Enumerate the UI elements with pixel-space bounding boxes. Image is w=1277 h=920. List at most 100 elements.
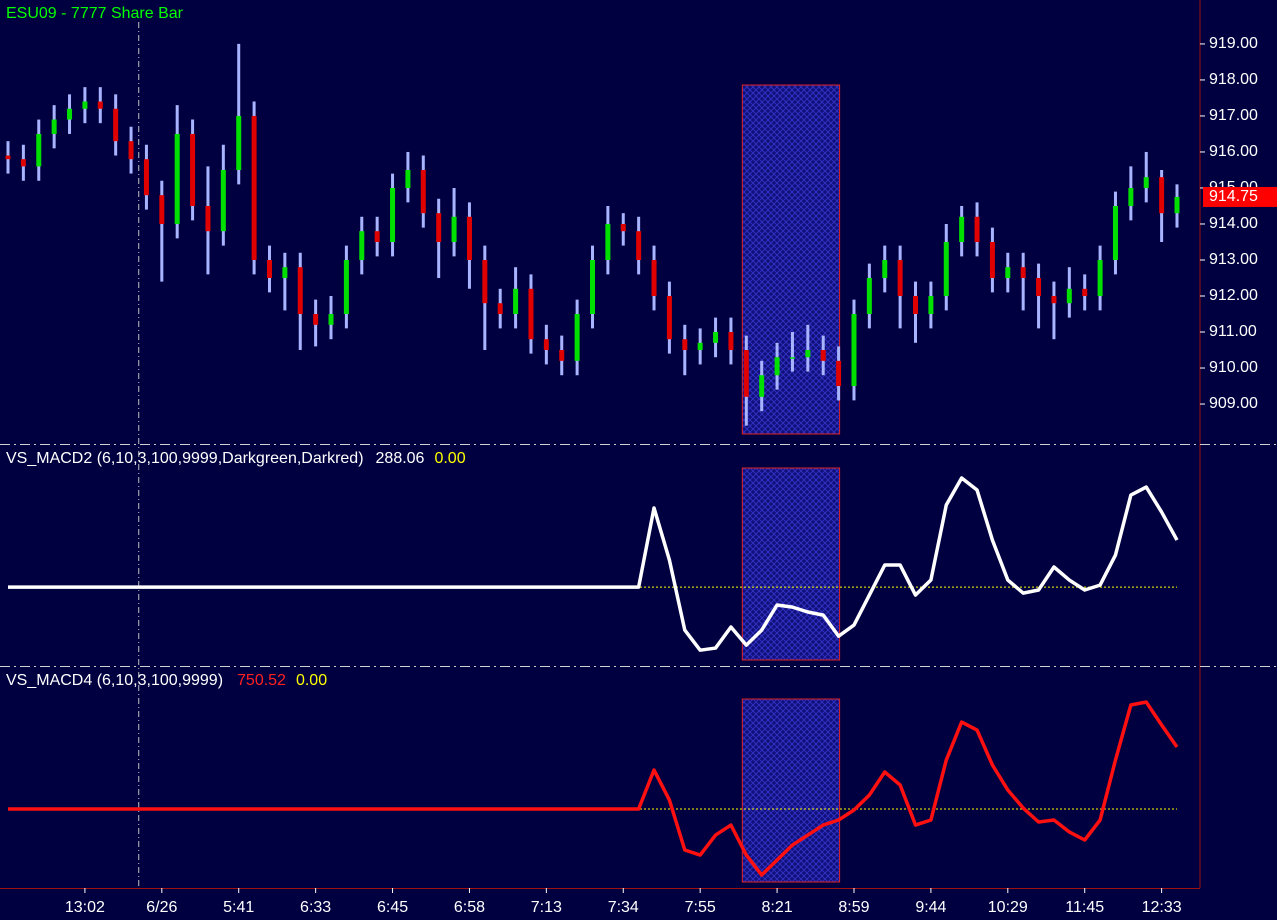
panel-title: VS_MACD4 (6,10,3,100,9999) [6,672,223,689]
panel-title: VS_MACD2 (6,10,3,100,9999,Darkgreen,Dark… [6,450,364,467]
y-tick-label: 916.00 [1209,143,1258,160]
candle-body [1082,288,1088,296]
candle-body [97,101,103,109]
x-tick-label: 8:59 [838,899,869,916]
candle-body [282,267,288,278]
candle-body [497,303,503,315]
candle-body [1159,177,1165,214]
candle-body [928,296,934,315]
x-tick-label: 12:33 [1142,899,1182,916]
candle-body [1005,267,1011,278]
y-tick-label: 918.00 [1209,71,1258,88]
candle-body [636,231,642,260]
candle-body [236,115,242,170]
x-tick-label: 7:55 [685,899,716,916]
y-tick-label: 914.00 [1209,215,1258,232]
candle-body [1051,296,1057,304]
candle-body [774,357,780,376]
x-tick-label: 7:13 [531,899,562,916]
candle-body [1174,196,1180,214]
candle-body [820,350,826,361]
candle-body [20,159,26,167]
candle-body [205,205,211,232]
candle-body [651,259,657,296]
candle-body [590,259,595,315]
candle-body [989,241,995,278]
candle-body [482,259,488,304]
x-tick-label: 11:45 [1065,899,1104,916]
candle-body [743,350,749,397]
x-tick-label: 7:34 [608,899,639,916]
candle-body [36,133,42,167]
candle-body [466,216,472,260]
candle-body [943,241,949,296]
candle-body [436,213,442,242]
candle-body [959,216,965,242]
candle-body [1066,288,1072,304]
candle-body [313,314,319,325]
candle-body [913,296,919,315]
candle-body [1143,177,1149,188]
candle-body [190,133,196,206]
candle-body [897,259,903,296]
highlight-box [741,84,841,435]
candle-body [143,159,149,196]
x-tick-label: 6:58 [454,899,485,916]
highlight-box [741,467,841,661]
x-tick-label: 13:02 [65,899,105,916]
x-tick-label: 10:29 [988,899,1028,916]
candle-body [266,259,272,278]
candle-body [297,267,303,315]
candle-body [805,350,811,358]
readout: 750.52 [237,672,286,689]
candle-body [728,332,734,351]
candle-body [159,195,165,224]
highlight-box [741,698,841,883]
x-tick-label: 9:44 [915,899,946,916]
candle-body [666,296,672,340]
indicator-line [8,476,1179,652]
candle-body [328,314,334,325]
x-tick-label: 8:21 [762,899,793,916]
candle-body [405,169,411,188]
candle-body [882,259,888,278]
candle-body [359,231,365,260]
candle-body [974,216,980,242]
candle-body [682,339,688,351]
candle-body [220,169,226,232]
y-tick-label: 913.00 [1209,251,1258,268]
zero-readout: 0.00 [296,672,327,689]
candle-body [5,155,11,160]
x-tick-label: 6:45 [377,899,408,916]
candle-body [343,259,349,315]
candle-body [174,133,180,224]
candle-body [82,101,88,109]
candle-body [559,350,565,361]
candle-body [128,141,134,160]
x-tick-label: 6/26 [146,899,177,916]
candle-body [759,375,765,397]
candle-body [67,108,73,120]
candle-body [851,314,857,387]
y-tick-label: 919.00 [1209,35,1258,52]
y-tick-label: 912.00 [1209,287,1258,304]
candle-body [574,314,580,361]
candle-body [697,342,703,351]
y-tick-label: 917.00 [1209,107,1258,124]
candle-body [113,108,119,142]
candle-body [620,223,626,232]
plot-layer: 909.00910.00911.00912.00913.00914.00915.… [5,22,1277,916]
candle-body [390,187,396,242]
readout: 288.06 [376,450,425,467]
candle-body [1128,187,1134,206]
candle-body [374,231,380,242]
panel-title: VS_MACD4 (6,10,3,100,9999) 750.52 0.00 [6,672,327,689]
candle-body [1036,277,1042,296]
y-tick-label: 910.00 [1209,359,1258,376]
candle-body [713,332,719,343]
candle-body [528,288,534,340]
candle-body [1112,205,1118,260]
y-tick-label: 909.00 [1209,395,1258,412]
